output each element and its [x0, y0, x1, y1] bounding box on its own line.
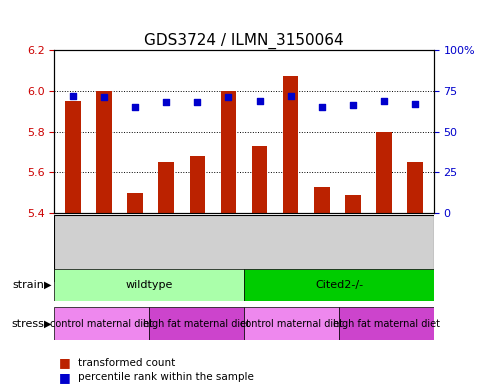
Bar	[376, 132, 392, 213]
Title: GDS3724 / ILMN_3150064: GDS3724 / ILMN_3150064	[144, 32, 344, 48]
Point	[224, 94, 232, 100]
Text: ▶: ▶	[44, 280, 52, 290]
Text: high fat maternal diet: high fat maternal diet	[333, 318, 440, 329]
Bar	[314, 187, 330, 213]
Point	[287, 93, 295, 99]
Text: ▶: ▶	[44, 318, 52, 329]
Point	[131, 104, 139, 110]
Text: wildtype: wildtype	[125, 280, 173, 290]
Text: transformed count: transformed count	[78, 358, 175, 368]
Text: ■: ■	[59, 356, 71, 369]
Text: Cited2-/-: Cited2-/-	[315, 280, 363, 290]
Point	[256, 98, 264, 104]
Text: control maternal diet: control maternal diet	[50, 318, 153, 329]
Bar	[190, 156, 205, 213]
Bar	[339, 307, 434, 340]
Bar	[345, 195, 361, 213]
Bar	[54, 269, 244, 301]
Point	[380, 98, 388, 104]
Bar	[252, 146, 267, 213]
Bar	[127, 193, 143, 213]
Bar	[96, 91, 112, 213]
Bar	[158, 162, 174, 213]
Text: strain: strain	[12, 280, 44, 290]
Point	[411, 101, 419, 107]
Bar	[407, 162, 423, 213]
Text: high fat maternal diet: high fat maternal diet	[143, 318, 250, 329]
Text: ■: ■	[59, 371, 71, 384]
Point	[69, 93, 77, 99]
Text: percentile rank within the sample: percentile rank within the sample	[78, 372, 254, 382]
Bar	[221, 91, 236, 213]
Point	[100, 94, 108, 100]
Point	[193, 99, 201, 105]
Bar	[65, 101, 81, 213]
Point	[162, 99, 170, 105]
Point	[318, 104, 326, 110]
Bar	[283, 76, 298, 213]
Bar	[149, 307, 244, 340]
Text: control maternal diet: control maternal diet	[240, 318, 343, 329]
Bar	[244, 269, 434, 301]
Bar	[54, 307, 149, 340]
Point	[349, 103, 357, 109]
Text: stress: stress	[11, 318, 44, 329]
Bar	[244, 307, 339, 340]
